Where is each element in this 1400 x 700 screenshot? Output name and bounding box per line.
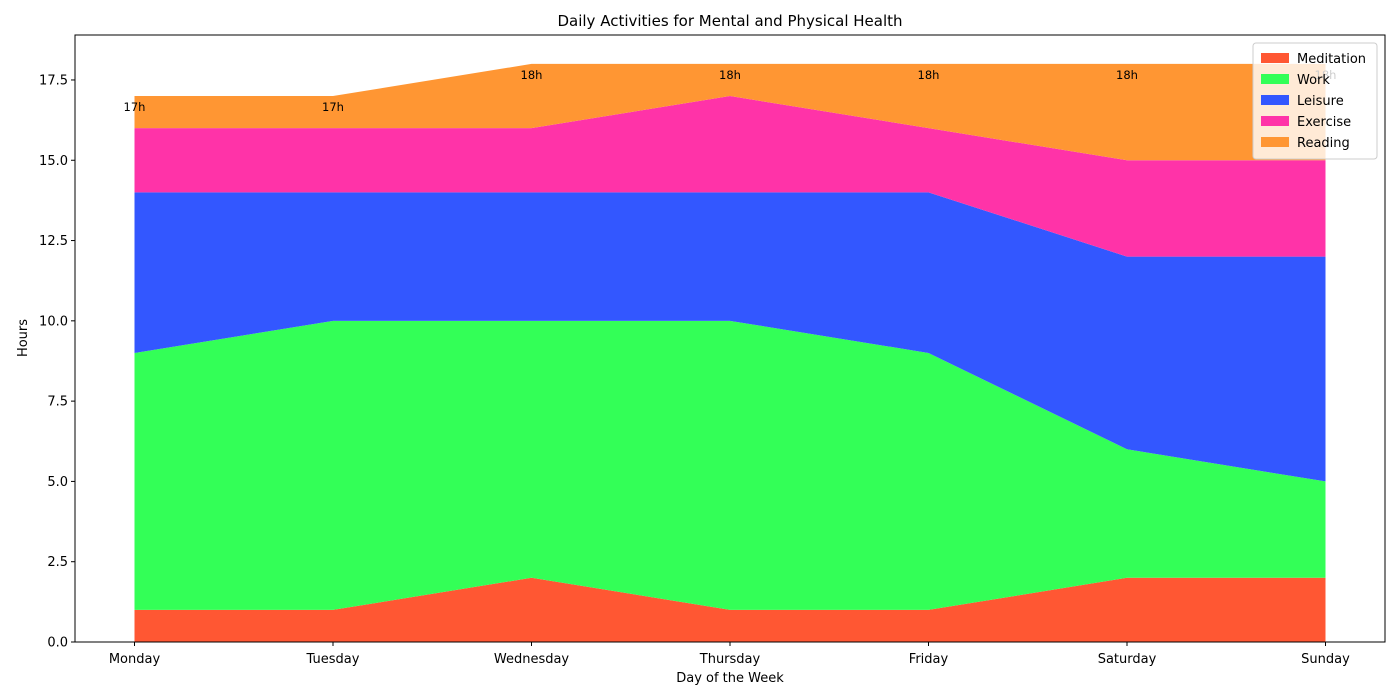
x-axis: Monday Tuesday Wednesday Thursday Friday Satu… — [109, 642, 1350, 667]
legend-box — [1252, 42, 1378, 160]
y-tick-label: 7.5 — [47, 395, 68, 410]
x-tick-label: Saturday — [1098, 652, 1157, 667]
total-label: 18h — [918, 68, 940, 82]
y-tick-label: 5.0 — [47, 475, 68, 490]
legend-swatch-exercise — [1261, 116, 1289, 126]
y-tick-label: 2.5 — [47, 555, 68, 570]
area-exercise — [134, 96, 1326, 257]
legend: Meditation Work Leisure Exercise Reading — [1252, 42, 1378, 160]
x-tick-label: Thursday — [699, 652, 761, 667]
total-label: 18h — [719, 68, 741, 82]
legend-label-work: Work — [1297, 73, 1330, 88]
total-label: 18h — [1116, 68, 1138, 82]
y-tick-label: 15.0 — [39, 154, 68, 169]
area-layers — [134, 63, 1326, 642]
area-meditation — [134, 577, 1326, 642]
y-tick-label: 12.5 — [39, 234, 68, 249]
total-label: 17h — [124, 100, 146, 114]
area-leisure — [134, 192, 1326, 482]
total-label: 18h — [521, 68, 543, 82]
x-tick-label: Wednesday — [494, 652, 570, 667]
y-axis: 0.0 2.5 5.0 7.5 10.0 12.5 15.0 17.5 — [39, 73, 75, 651]
x-axis-label: Day of the Week — [676, 671, 784, 686]
legend-swatch-reading — [1261, 137, 1289, 147]
legend-swatch-meditation — [1261, 53, 1289, 63]
area-work — [134, 320, 1326, 610]
legend-swatch-leisure — [1261, 95, 1289, 105]
y-axis-label: Hours — [16, 319, 31, 357]
legend-label-exercise: Exercise — [1297, 115, 1351, 130]
chart-title: Daily Activities for Mental and Physical… — [557, 12, 902, 30]
x-tick-label: Friday — [909, 652, 949, 667]
area-reading — [134, 63, 1326, 161]
y-tick-label: 17.5 — [39, 73, 68, 88]
x-tick-label: Tuesday — [306, 652, 360, 667]
x-tick-label: Monday — [109, 652, 161, 667]
legend-label-leisure: Leisure — [1297, 94, 1344, 109]
y-tick-label: 0.0 — [47, 636, 68, 651]
legend-swatch-work — [1261, 74, 1289, 84]
total-label: 17h — [322, 100, 344, 114]
legend-label-reading: Reading — [1297, 136, 1350, 151]
x-tick-label: Sunday — [1301, 652, 1350, 667]
legend-label-meditation: Meditation — [1297, 52, 1366, 67]
y-tick-label: 10.0 — [39, 314, 68, 329]
